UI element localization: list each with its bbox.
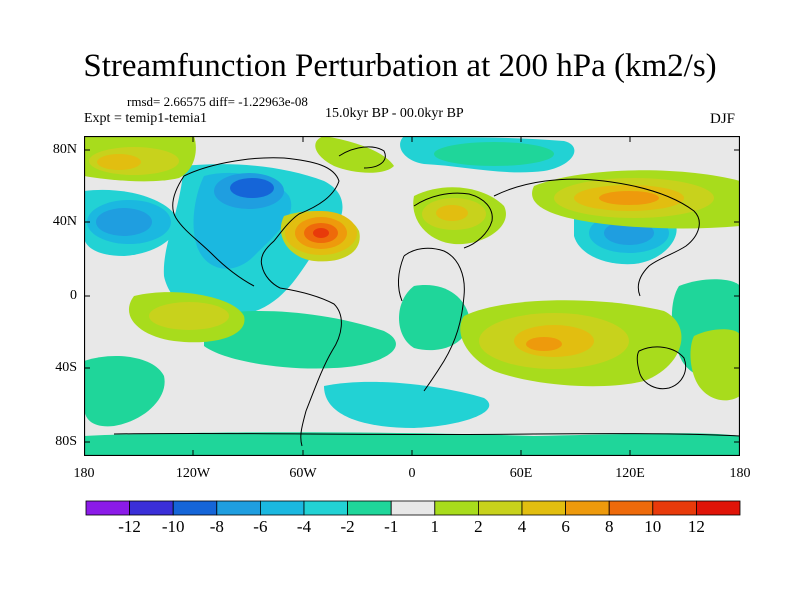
colorbar-box bbox=[85, 500, 130, 516]
colorbar-box bbox=[347, 500, 392, 516]
colorbar-box bbox=[696, 500, 741, 516]
colorbar-label: -4 bbox=[296, 517, 312, 536]
coastlines bbox=[113, 146, 740, 447]
colorbar-box bbox=[477, 500, 523, 516]
experiment-label: Expt = temip1-temia1 bbox=[84, 111, 207, 126]
lat-label-80n: 80N bbox=[52, 142, 77, 157]
period-label: 15.0kyr BP - 00.0kyr BP bbox=[325, 106, 464, 121]
colorbar bbox=[85, 500, 741, 516]
colorbar-box bbox=[390, 500, 436, 516]
negative-anomalies bbox=[84, 136, 740, 456]
lat-label-40n: 40N bbox=[52, 214, 77, 229]
colorbar-label: 1 bbox=[430, 517, 440, 536]
map-title: Streamfunction Perturbation at 200 hPa (… bbox=[83, 48, 717, 84]
colorbar-box bbox=[259, 500, 305, 516]
colorbar-box bbox=[608, 500, 654, 516]
colorbar-label: 10 bbox=[644, 517, 662, 536]
lon-label-0: 0 bbox=[408, 466, 416, 481]
lat-label-0: 0 bbox=[70, 288, 77, 303]
positive-anomalies bbox=[84, 136, 740, 401]
colorbar-label: -6 bbox=[253, 517, 268, 536]
lon-label-180w: 180 bbox=[73, 466, 95, 481]
lat-label-40s: 40S bbox=[55, 360, 77, 375]
colorbar-label: 6 bbox=[561, 517, 570, 536]
lon-label-180e: 180 bbox=[729, 466, 751, 481]
season-label: DJF bbox=[710, 111, 736, 127]
streamfunction-map bbox=[84, 136, 740, 456]
colorbar-label: -8 bbox=[209, 517, 224, 536]
lon-label-120e: 120E bbox=[615, 466, 645, 481]
colorbar-label: 2 bbox=[474, 517, 483, 536]
colorbar-label: -12 bbox=[118, 517, 141, 536]
colorbar-label: 12 bbox=[687, 517, 705, 536]
colorbar-label: 8 bbox=[604, 517, 614, 536]
lon-label-60e: 60E bbox=[509, 466, 533, 481]
colorbar-box bbox=[216, 500, 261, 516]
colorbar-label: -2 bbox=[340, 517, 355, 536]
colorbar-box bbox=[434, 500, 479, 516]
lon-label-60w: 60W bbox=[289, 466, 317, 481]
colorbar-box bbox=[129, 500, 174, 516]
lon-label-120w: 120W bbox=[175, 466, 211, 481]
colorbar-label: -1 bbox=[384, 517, 399, 536]
colorbar-box bbox=[565, 500, 610, 516]
colorbar-label: -10 bbox=[161, 517, 185, 536]
stats-text: rmsd= 2.66575 diff= -1.22963e-08 bbox=[127, 94, 308, 109]
colorbar-box bbox=[172, 500, 218, 516]
colorbar-box bbox=[521, 500, 566, 516]
colorbar-box bbox=[303, 500, 348, 516]
colorbar-box bbox=[652, 500, 697, 516]
lat-label-80s: 80S bbox=[55, 434, 77, 449]
colorbar-label: 4 bbox=[517, 517, 527, 536]
